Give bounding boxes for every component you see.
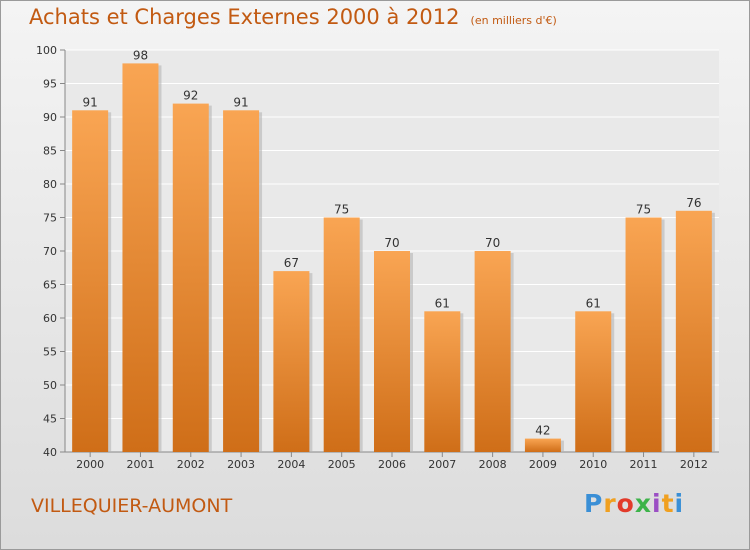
- y-tick-label: 100: [36, 44, 57, 57]
- bar-2004: [273, 271, 310, 452]
- data-labels: 91 98 92 91 67 75 70 61 70 42 61 75 76: [83, 48, 702, 437]
- bar-2010: [575, 311, 612, 452]
- data-label: 76: [686, 196, 701, 210]
- x-tick-label: 2006: [378, 458, 406, 471]
- y-tick-label: 45: [43, 413, 57, 426]
- y-tick-label: 65: [43, 279, 57, 292]
- y-tick-label: 50: [43, 379, 57, 392]
- data-label: 42: [535, 424, 550, 438]
- bar-2002: [172, 103, 209, 452]
- y-tick-label: 95: [43, 78, 57, 91]
- town-name: VILLEQUIER-AUMONT: [31, 495, 233, 517]
- y-tick-label: 55: [43, 346, 57, 359]
- bar-2006: [374, 251, 410, 452]
- bar-2009: [524, 438, 561, 452]
- data-label: 70: [485, 236, 500, 250]
- bar-2005: [323, 217, 360, 452]
- bar-2007: [424, 311, 461, 452]
- bar-2012: [675, 210, 712, 452]
- x-tick-label: 2005: [328, 458, 356, 471]
- chart-subtitle: (en milliers d'€): [470, 14, 557, 27]
- data-label: 75: [636, 203, 651, 217]
- x-tick-label: 2009: [529, 458, 557, 471]
- data-label: 75: [334, 203, 349, 217]
- bar-2001: [122, 63, 159, 453]
- x-tick-label: 2000: [76, 458, 104, 471]
- y-tick-label: 75: [43, 212, 57, 225]
- x-tick-label: 2001: [126, 458, 154, 471]
- data-label: 98: [133, 48, 148, 62]
- data-label: 92: [183, 89, 198, 103]
- data-label: 67: [284, 256, 299, 270]
- x-tick-label: 2008: [479, 458, 507, 471]
- y-tick-label: 90: [43, 111, 57, 124]
- y-tick-label: 70: [43, 245, 57, 258]
- data-label: 61: [586, 296, 601, 310]
- x-tick-label: 2011: [630, 458, 658, 471]
- bars: [72, 63, 715, 453]
- bar-2000: [72, 110, 109, 453]
- y-tick-label: 85: [43, 145, 57, 158]
- data-label: 70: [384, 236, 399, 250]
- axes: 40 45 50 55 60 65 70 75 80 85 90 95 100 2000 2001 2002 2…: [36, 44, 719, 471]
- x-tick-label: 2007: [428, 458, 456, 471]
- x-tick-label: 2003: [227, 458, 255, 471]
- chart-title: Achats et Charges Externes 2000 à 2012: [29, 5, 460, 29]
- x-tick-label: 2002: [177, 458, 205, 471]
- data-label: 91: [233, 95, 248, 109]
- bar-2008: [474, 251, 511, 452]
- bar-2003: [223, 110, 260, 453]
- title-line: Achats et Charges Externes 2000 à 2012 (…: [29, 5, 557, 29]
- y-tick-label: 60: [43, 312, 57, 325]
- data-label: 61: [435, 296, 450, 310]
- proxiti-logo[interactable]: Proxiti: [584, 489, 685, 518]
- data-label: 91: [83, 95, 98, 109]
- bar-2011: [625, 217, 662, 452]
- x-tick-label: 2010: [579, 458, 607, 471]
- y-tick-label: 80: [43, 178, 57, 191]
- y-tick-label: 40: [43, 446, 57, 459]
- x-tick-label: 2004: [277, 458, 305, 471]
- x-tick-label: 2012: [680, 458, 708, 471]
